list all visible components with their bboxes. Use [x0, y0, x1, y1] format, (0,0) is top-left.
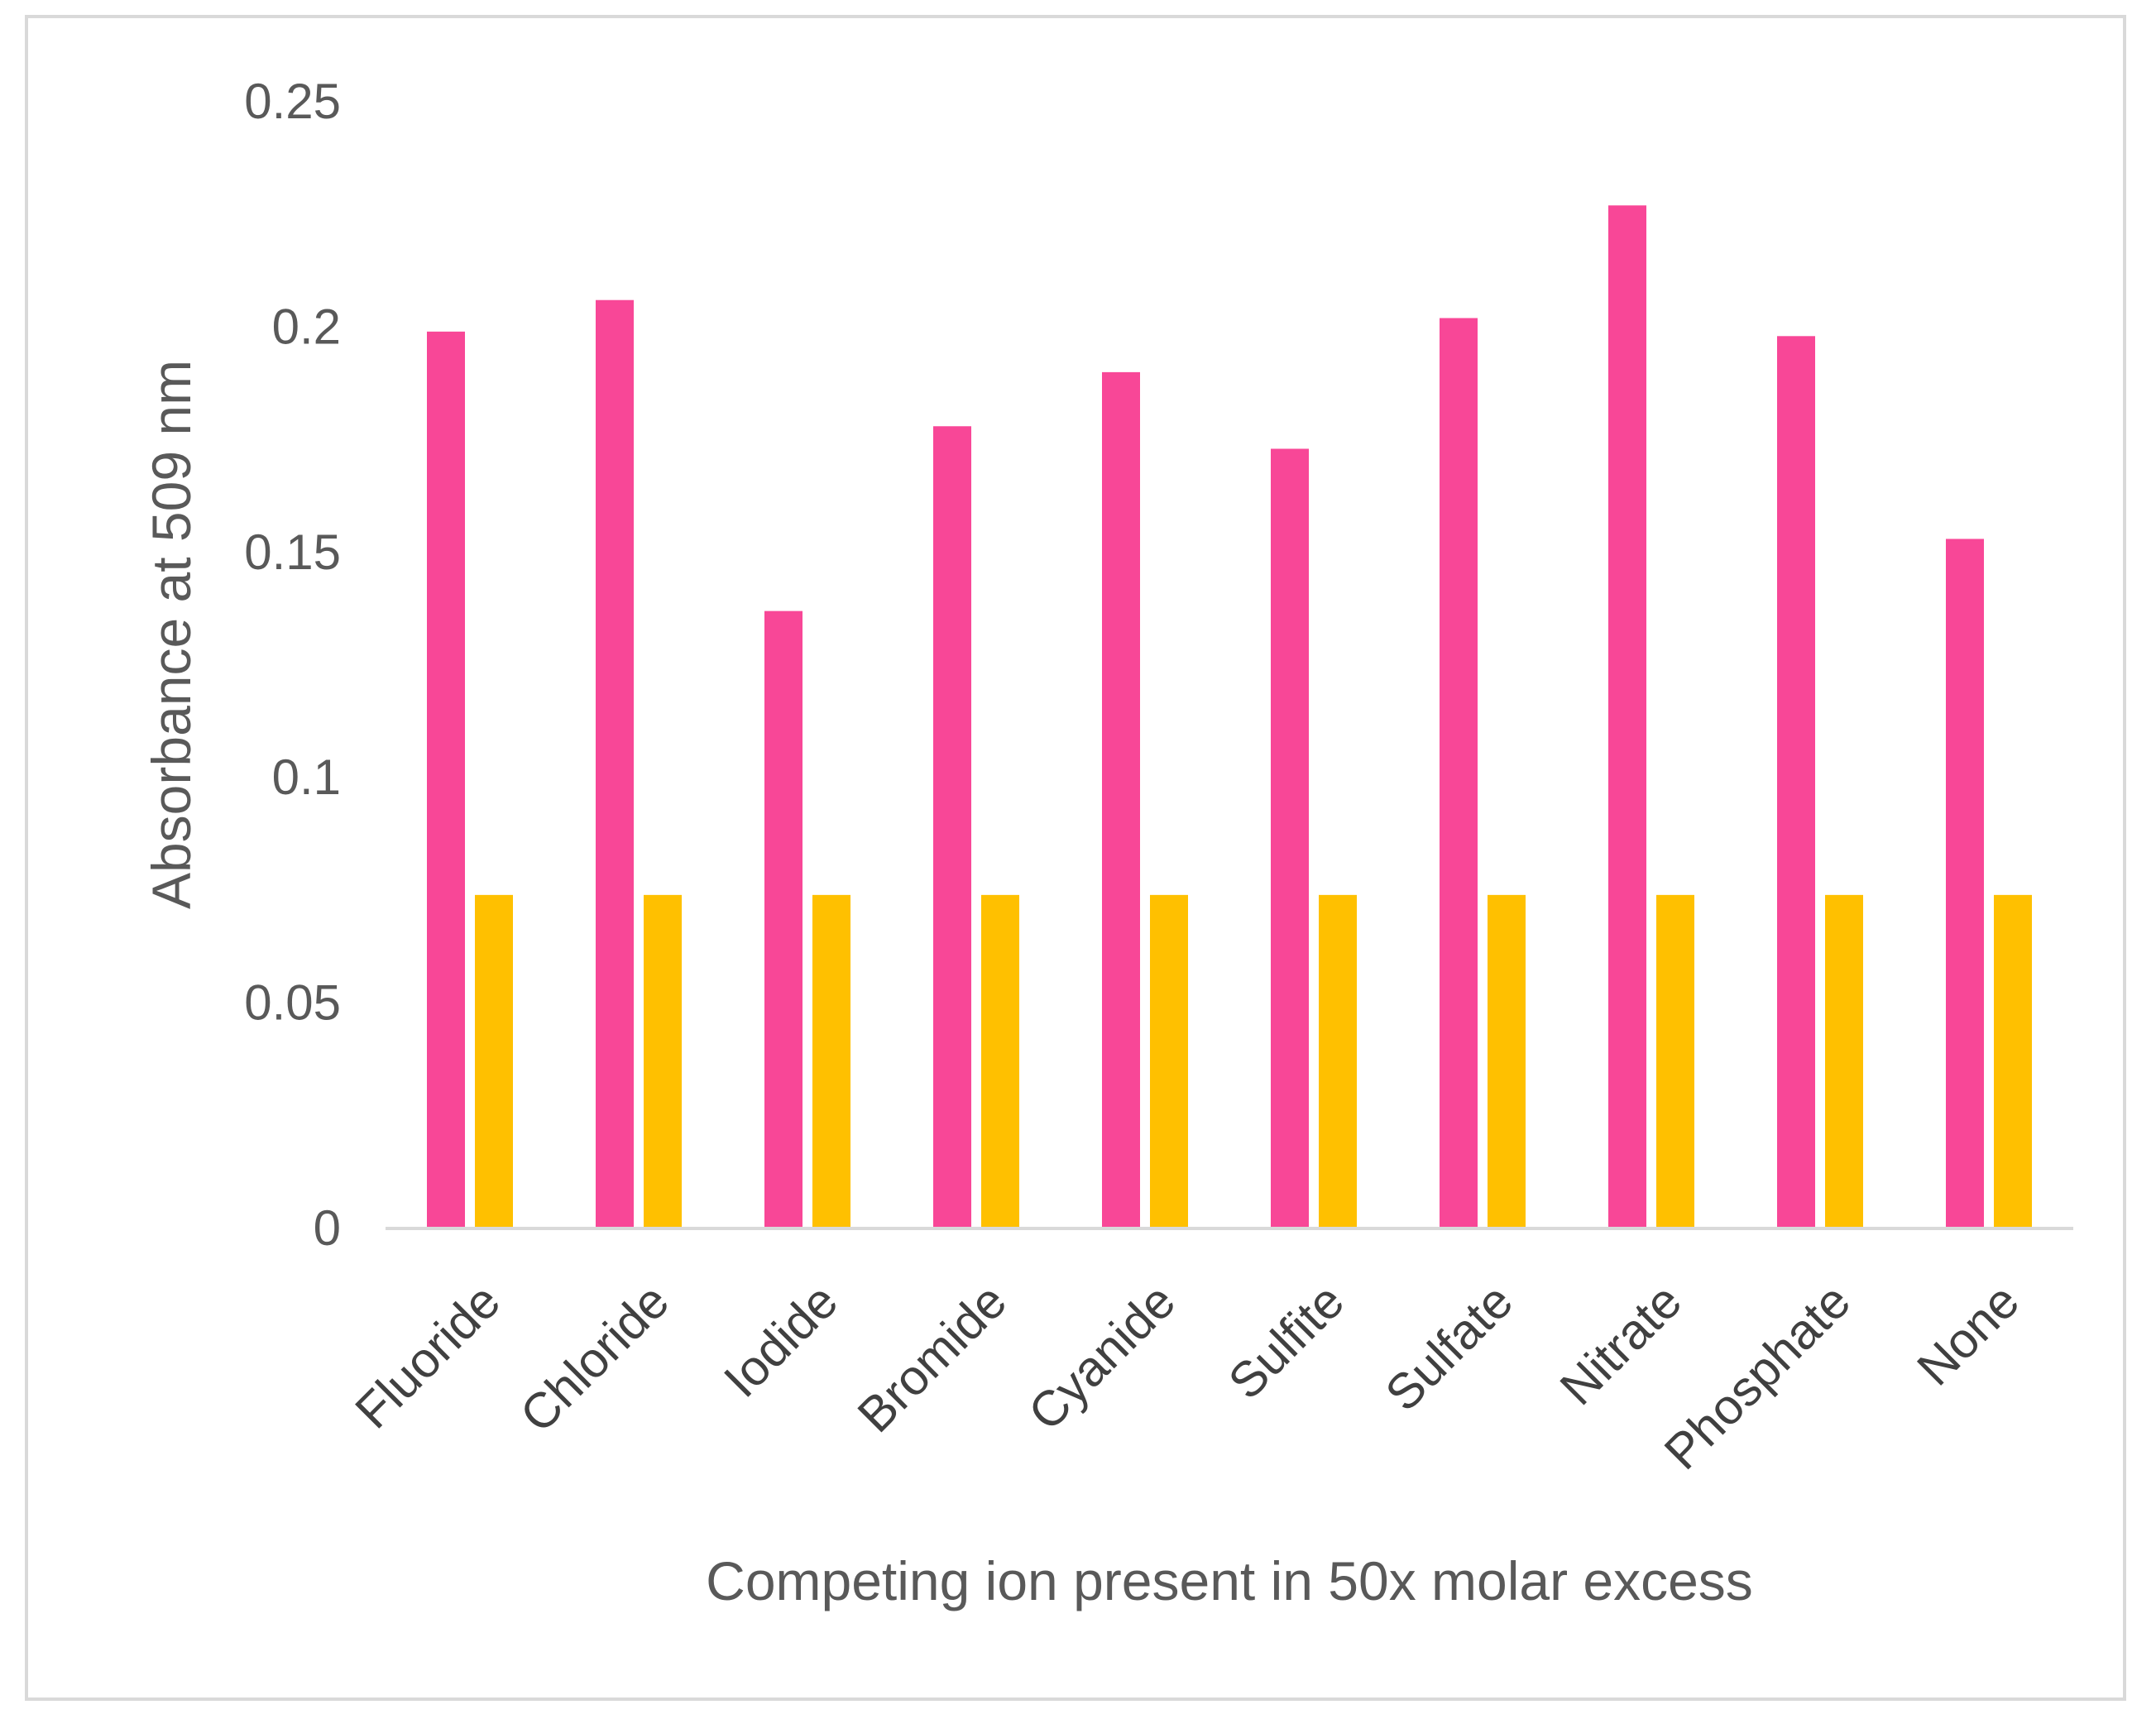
x-category-label-fluoride: Fluoride — [345, 1273, 511, 1439]
bar-chloride-series-2 — [644, 894, 682, 1228]
x-category-label-chloride: Chloride — [510, 1273, 679, 1443]
bar-nitrate-series-1 — [1608, 205, 1646, 1229]
bar-sulfate-series-1 — [1440, 318, 1478, 1228]
bar-bromide-series-2 — [981, 894, 1019, 1228]
bar-fluoride-series-2 — [475, 894, 513, 1228]
x-category-label-nitrate: Nitrate — [1550, 1273, 1692, 1415]
bar-iodide-series-1 — [764, 611, 803, 1228]
chart-frame: 0 0.05 0.1 0.15 0.2 0.25 Fluoride Chloride Iodi… — [25, 15, 2126, 1701]
bar-bromide-series-1 — [933, 426, 971, 1228]
bar-sulfite-series-2 — [1319, 894, 1357, 1228]
y-tick-label: 0.2 — [272, 299, 341, 354]
y-tick-label: 0.05 — [244, 975, 341, 1031]
y-tick-label: 0.15 — [244, 524, 341, 580]
x-category-label-phosphate: Phosphate — [1654, 1273, 1861, 1480]
bar-fluoride-series-1 — [427, 331, 465, 1228]
bar-cyanide-series-2 — [1150, 894, 1188, 1228]
bar-chloride-series-1 — [596, 299, 634, 1228]
bar-cyanide-series-1 — [1102, 371, 1140, 1228]
bar-nitrate-series-2 — [1656, 894, 1694, 1228]
y-tick-label: 0 — [314, 1200, 341, 1256]
y-axis-title: Absorbance at 509 nm — [141, 360, 202, 909]
x-category-label-none: None — [1906, 1273, 2029, 1396]
x-category-label-sulfate: Sulfate — [1375, 1273, 1523, 1421]
bar-sulfate-series-2 — [1488, 894, 1526, 1228]
bars-layer — [427, 205, 2032, 1229]
x-axis-title: Competing ion present in 50x molar exces… — [706, 1550, 1753, 1611]
x-category-label-sulfite: Sulfite — [1218, 1273, 1354, 1410]
y-tick-labels: 0 0.05 0.1 0.15 0.2 0.25 — [244, 74, 341, 1256]
x-category-label-cyanide: Cyanide — [1018, 1273, 1186, 1441]
bar-none-series-1 — [1946, 539, 1984, 1228]
y-tick-label: 0.1 — [272, 749, 341, 805]
y-tick-label: 0.25 — [244, 74, 341, 129]
bar-phosphate-series-1 — [1777, 336, 1815, 1228]
x-category-label-iodide: Iodide — [713, 1273, 848, 1408]
x-category-label-bromide: Bromide — [847, 1273, 1017, 1443]
bar-iodide-series-2 — [812, 894, 850, 1228]
bar-sulfite-series-1 — [1271, 448, 1309, 1228]
bar-none-series-2 — [1994, 894, 2032, 1228]
bar-phosphate-series-2 — [1825, 894, 1863, 1228]
